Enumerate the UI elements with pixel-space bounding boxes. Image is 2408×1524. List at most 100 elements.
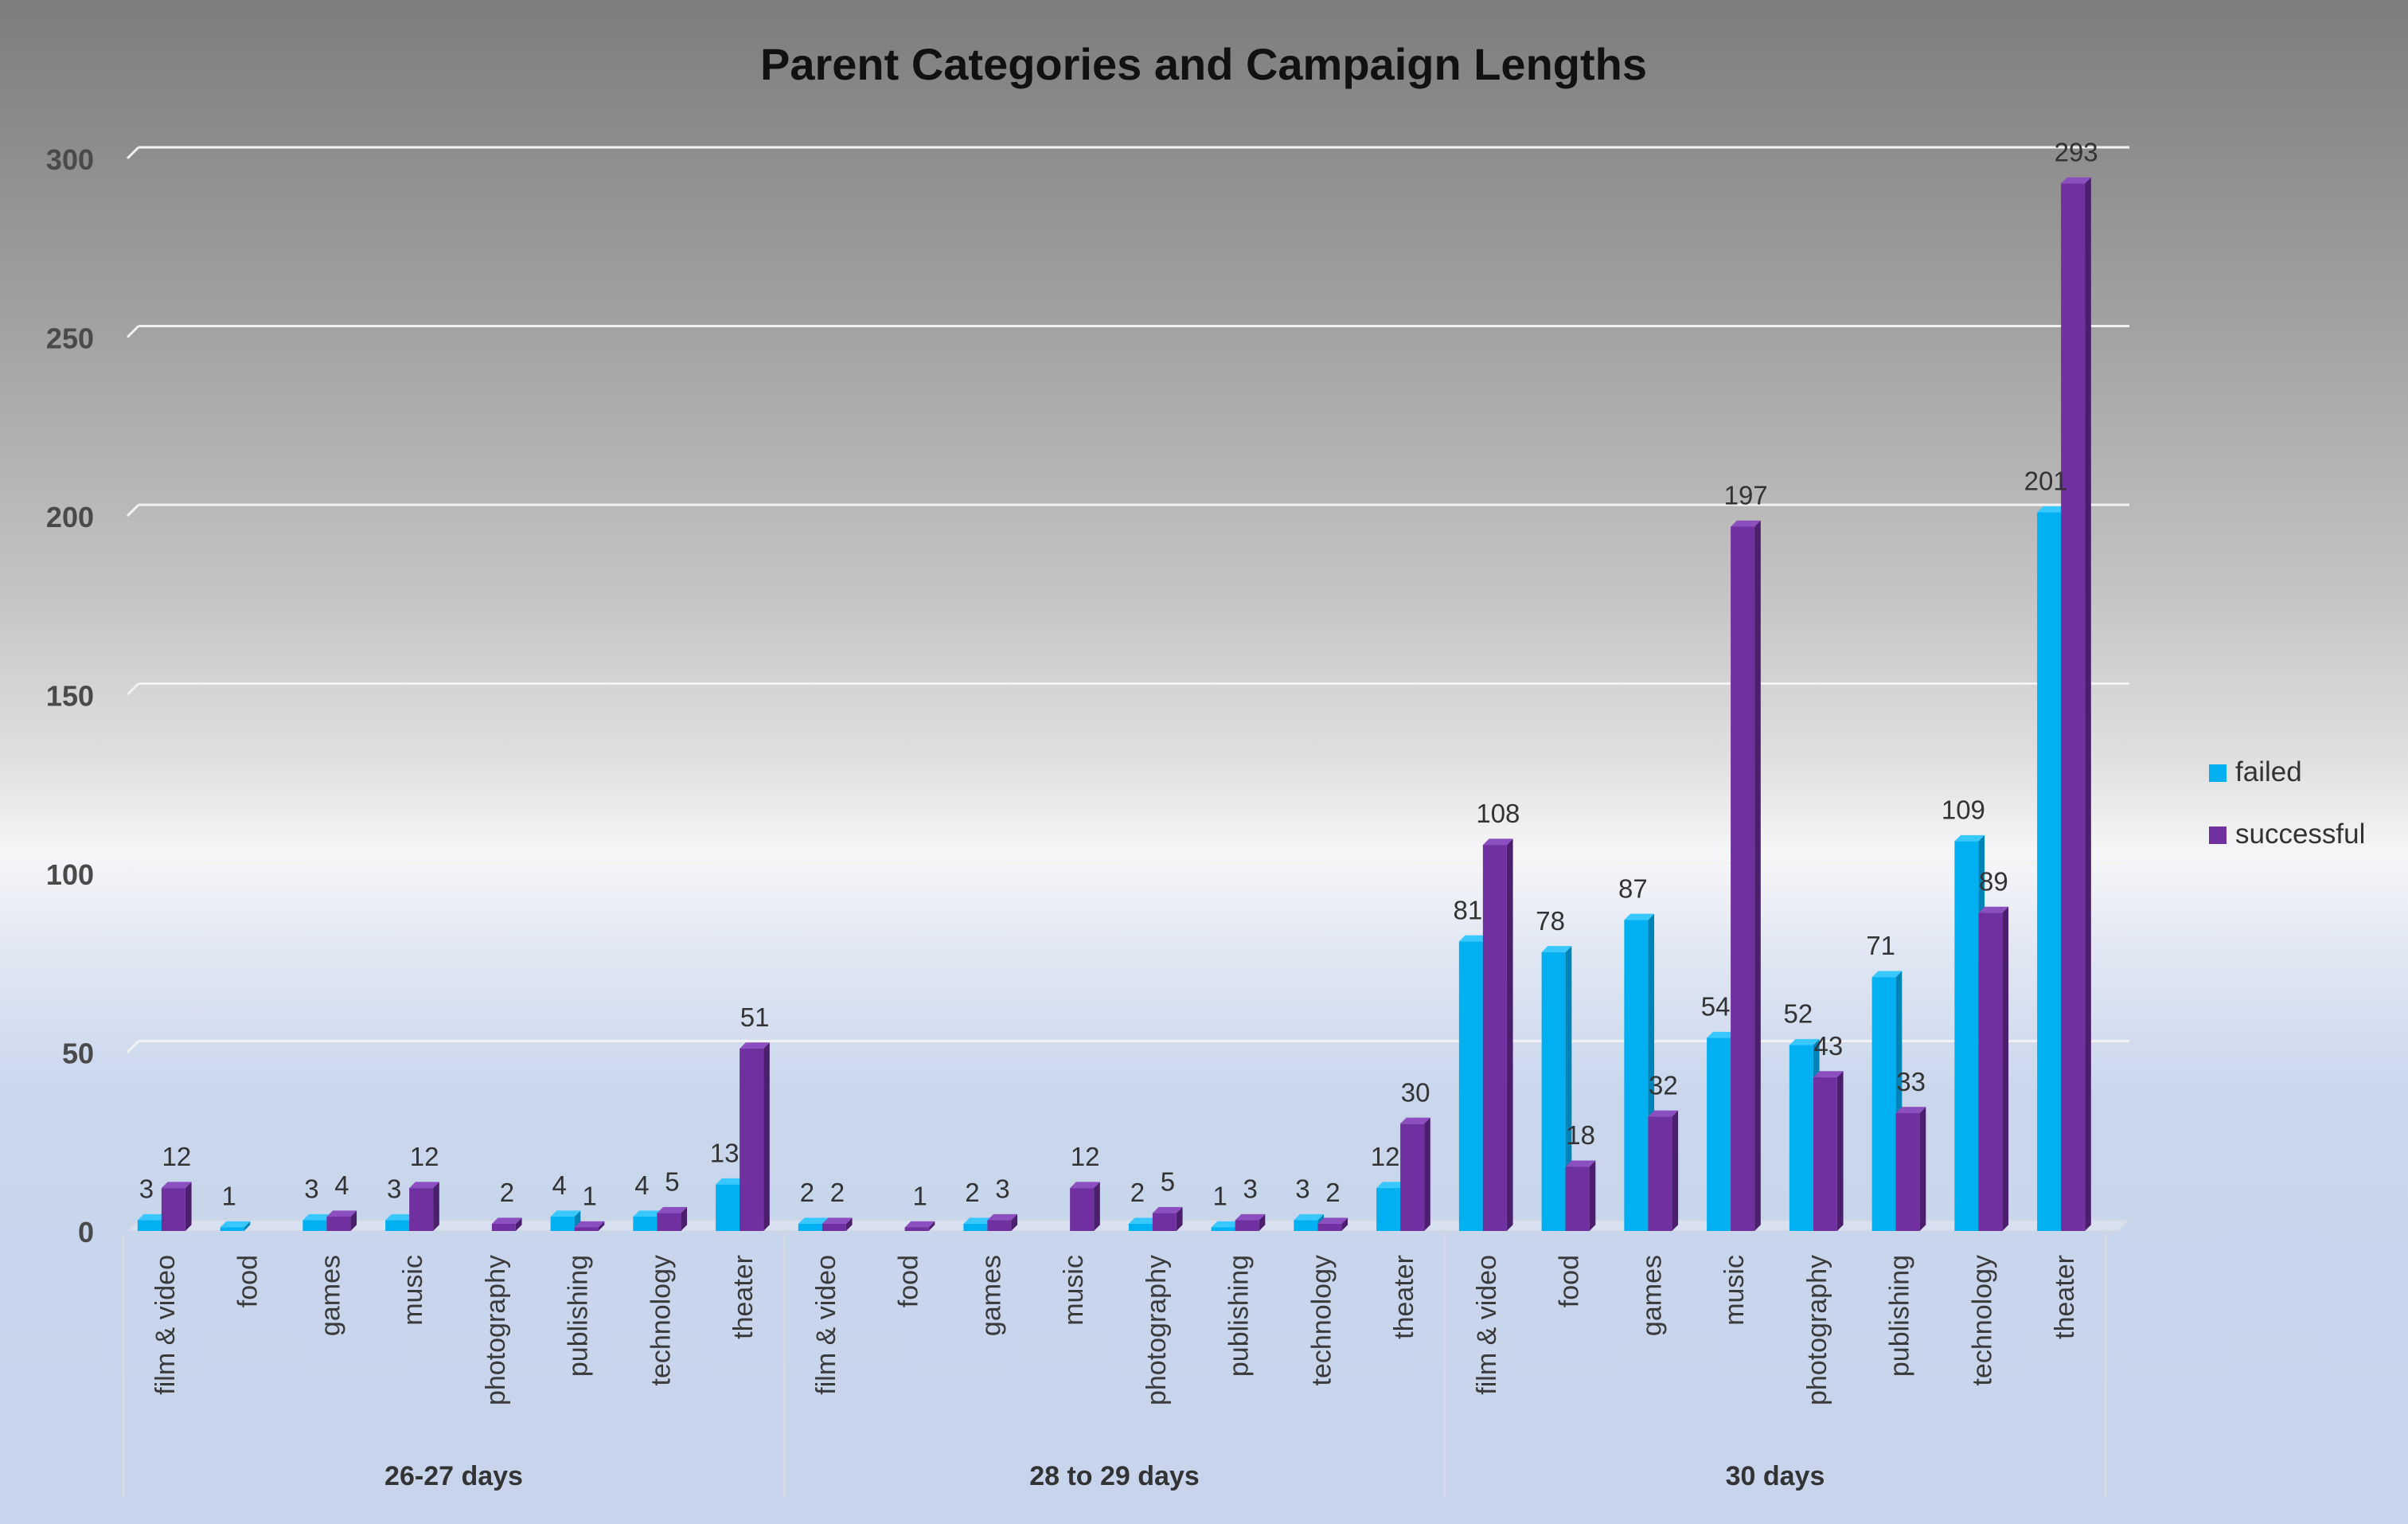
data-label-failed: 13 xyxy=(710,1139,740,1168)
data-label-failed: 109 xyxy=(1942,795,1985,825)
gridline-edge xyxy=(126,682,140,696)
legend-label-successful: successful xyxy=(2235,819,2365,850)
bar-successful-28-to-29-days-technology xyxy=(1317,1217,1348,1231)
data-label-failed: 3 xyxy=(387,1174,401,1204)
bar-successful-28-to-29-days-theater xyxy=(1400,1117,1430,1231)
gridline-edge xyxy=(126,325,140,338)
y-tick-label: 100 xyxy=(46,858,94,891)
data-label-successful: 3 xyxy=(995,1174,1009,1204)
data-label-successful: 12 xyxy=(410,1142,439,1171)
x-tick-label-theater: theater xyxy=(2050,1255,2080,1339)
y-tick-label: 50 xyxy=(62,1037,94,1070)
data-label-failed: 54 xyxy=(1701,992,1731,1022)
x-tick-label-film-and-video: film & video xyxy=(811,1255,841,1395)
bar-failed-30-days-food xyxy=(1541,946,1572,1231)
data-label-successful: 108 xyxy=(1476,799,1520,828)
data-label-failed: 1 xyxy=(1212,1182,1227,1211)
bar-successful-28-to-29-days-food xyxy=(904,1221,935,1231)
y-tick-label: 250 xyxy=(46,322,94,355)
data-label-successful: 18 xyxy=(1566,1120,1595,1150)
x-tick-label-theater: theater xyxy=(728,1255,759,1339)
data-label-successful: 3 xyxy=(1243,1174,1257,1204)
gridline-edge xyxy=(126,503,140,518)
x-tick-label-publishing: publishing xyxy=(1224,1255,1255,1377)
bar-successful-30-days-music xyxy=(1731,520,1761,1231)
bar-successful-28-to-29-days-games xyxy=(987,1213,1018,1231)
data-label-successful: 5 xyxy=(665,1167,679,1197)
bars xyxy=(137,177,2091,1232)
data-label-successful: 2 xyxy=(1325,1178,1340,1207)
y-tick-label: 300 xyxy=(46,143,94,176)
x-group-label-30-days: 30 days xyxy=(1726,1461,1825,1491)
data-label-failed: 71 xyxy=(1866,931,1895,960)
bar-failed-30-days-publishing xyxy=(1871,971,1903,1231)
data-label-failed: 3 xyxy=(1295,1174,1309,1204)
data-label-successful: 51 xyxy=(740,1002,770,1032)
legend: failed successful xyxy=(2209,756,2365,850)
data-label-failed: 81 xyxy=(1454,895,1483,924)
gridline-edge xyxy=(126,1040,140,1053)
bar-successful-30-days-games xyxy=(1648,1110,1679,1231)
x-tick-label-publishing: publishing xyxy=(1885,1255,1915,1377)
data-label-failed: 87 xyxy=(1618,873,1648,903)
x-tick-label-photography: photography xyxy=(481,1255,511,1405)
y-tick-label: 0 xyxy=(78,1216,94,1249)
legend-swatch-failed xyxy=(2209,764,2227,782)
x-tick-label-music: music xyxy=(398,1255,428,1326)
x-tick-label-technology: technology xyxy=(1306,1255,1337,1385)
data-label-successful: 197 xyxy=(1724,480,1768,510)
x-tick-label-film-and-video: film & video xyxy=(150,1255,181,1395)
bar-successful-28-to-29-days-music xyxy=(1070,1182,1100,1231)
data-label-failed: 78 xyxy=(1536,906,1565,936)
data-label-successful: 12 xyxy=(1071,1142,1100,1171)
bar-successful-26-27-days-music xyxy=(409,1182,439,1231)
data-label-failed: 2 xyxy=(800,1178,814,1207)
data-label-successful: 2 xyxy=(830,1178,845,1207)
x-tick-label-food: food xyxy=(233,1255,263,1307)
data-label-successful: 89 xyxy=(1979,866,2008,896)
bar-successful-28-to-29-days-film-and-video xyxy=(822,1217,853,1231)
x-tick-label-theater: theater xyxy=(1389,1255,1419,1339)
bar-successful-30-days-food xyxy=(1565,1160,1596,1231)
data-label-successful: 30 xyxy=(1401,1077,1430,1107)
data-label-successful: 12 xyxy=(162,1142,192,1171)
gridline-edge xyxy=(126,861,140,875)
x-tick-label-music: music xyxy=(1059,1255,1089,1326)
y-axis: 0 50 100 150 200 250 300 xyxy=(46,143,94,1249)
y-tick-label: 200 xyxy=(46,501,94,533)
data-label-successful: 43 xyxy=(1814,1031,1844,1061)
x-group-label-26-27-days: 26-27 days xyxy=(384,1461,523,1491)
x-tick-label-food: food xyxy=(1555,1255,1585,1307)
bar-successful-28-to-29-days-photography xyxy=(1152,1206,1183,1231)
data-label-failed: 2 xyxy=(1130,1178,1145,1207)
data-label-failed: 52 xyxy=(1784,999,1813,1029)
x-tick-label-music: music xyxy=(1719,1255,1750,1326)
data-label-successful: 4 xyxy=(334,1170,349,1200)
x-tick-label-games: games xyxy=(976,1255,1006,1336)
bar-successful-26-27-days-theater xyxy=(740,1042,770,1231)
x-tick-label-photography: photography xyxy=(1142,1255,1172,1405)
data-label-failed: 3 xyxy=(304,1174,318,1204)
bar-successful-30-days-publishing xyxy=(1895,1107,1926,1231)
data-label-successful: 1 xyxy=(912,1182,927,1211)
data-label-successful: 1 xyxy=(582,1182,596,1211)
bar-successful-30-days-photography xyxy=(1813,1071,1844,1231)
data-label-failed: 4 xyxy=(552,1170,566,1200)
x-tick-label-technology: technology xyxy=(1967,1255,1997,1385)
x-axis: film & video food games music photography pub… xyxy=(122,1234,2107,1497)
y-tick-label: 150 xyxy=(46,680,94,713)
legend-swatch-successful xyxy=(2209,826,2227,844)
data-label-failed: 201 xyxy=(2024,467,2068,496)
bar-successful-28-to-29-days-publishing xyxy=(1235,1213,1266,1231)
legend-label-failed: failed xyxy=(2235,756,2302,787)
data-label-failed: 2 xyxy=(965,1178,979,1207)
bar-successful-26-27-days-games xyxy=(326,1210,357,1231)
bar-successful-30-days-technology xyxy=(1978,906,2009,1231)
bar-successful-30-days-film-and-video xyxy=(1482,838,1513,1231)
bar-successful-26-27-days-film-and-video xyxy=(161,1182,192,1231)
data-label-failed: 1 xyxy=(221,1182,236,1211)
bar-successful-26-27-days-technology xyxy=(657,1206,688,1231)
